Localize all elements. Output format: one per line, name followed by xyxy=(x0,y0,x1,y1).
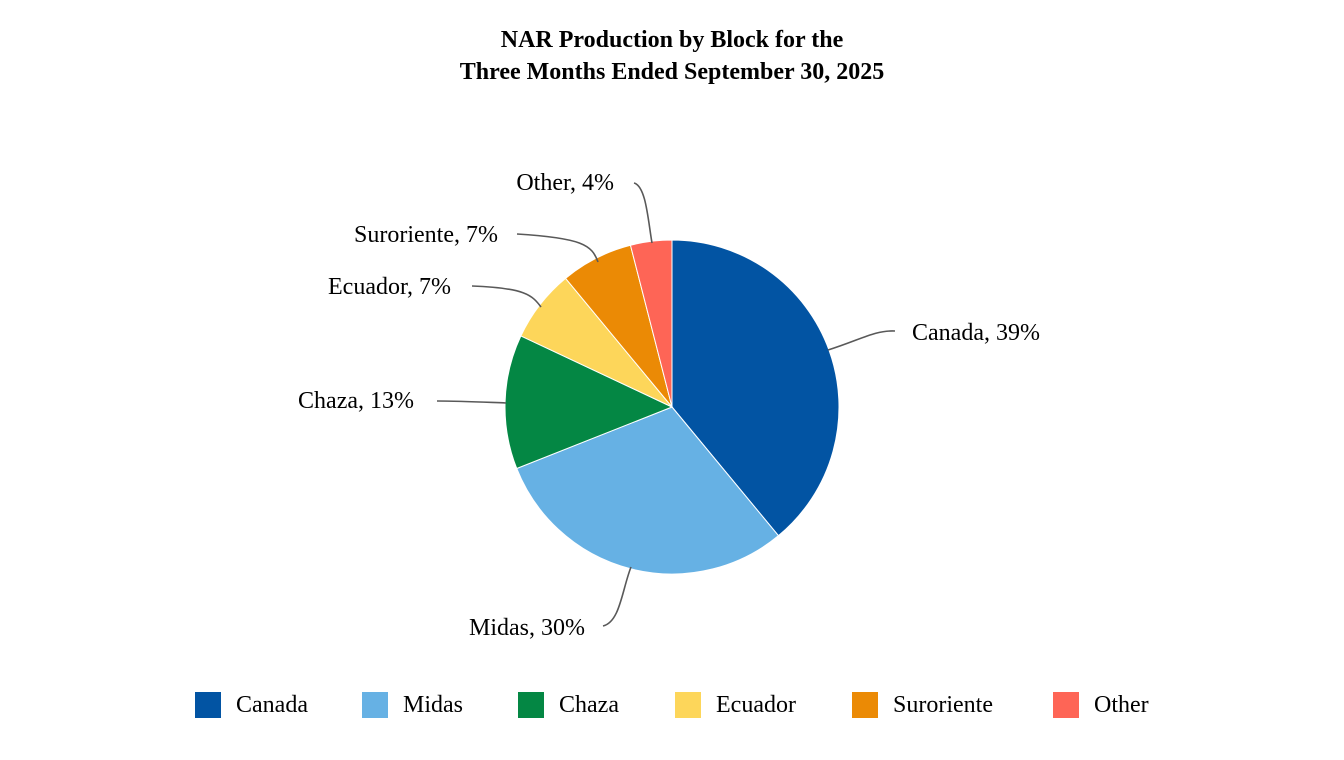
data-label-canada: Canada, 39% xyxy=(912,320,1040,346)
legend-swatch-midas xyxy=(362,692,388,718)
legend-label-canada: Canada xyxy=(236,691,308,718)
legend-label-midas: Midas xyxy=(403,691,463,718)
legend-swatch-ecuador xyxy=(675,692,701,718)
data-label-other: Other, 4% xyxy=(516,170,614,196)
legend-item-chaza: Chaza xyxy=(518,685,619,725)
data-label-ecuador: Ecuador, 7% xyxy=(328,274,451,300)
data-label-chaza: Chaza, 13% xyxy=(298,388,414,414)
legend-swatch-suroriente xyxy=(852,692,878,718)
leader-line-midas xyxy=(602,566,632,627)
legend-label-ecuador: Ecuador xyxy=(716,691,796,718)
legend-label-chaza: Chaza xyxy=(559,691,619,718)
legend: Canada Midas Chaza Ecuador Suroriente Other xyxy=(0,685,1344,725)
legend-swatch-canada xyxy=(195,692,221,718)
chart-title: NAR Production by Block for the Three Mo… xyxy=(0,24,1344,88)
legend-swatch-other xyxy=(1053,692,1079,718)
legend-item-canada: Canada xyxy=(195,685,308,725)
leader-line-canada xyxy=(827,330,896,351)
legend-item-ecuador: Ecuador xyxy=(675,685,796,725)
leader-line-chaza xyxy=(436,400,507,404)
leader-line-ecuador xyxy=(471,285,542,308)
legend-label-suroriente: Suroriente xyxy=(893,691,993,718)
legend-item-other: Other xyxy=(1053,685,1149,725)
chart-title-line-2: Three Months Ended September 30, 2025 xyxy=(459,59,885,85)
leader-line-other xyxy=(633,182,653,244)
legend-item-suroriente: Suroriente xyxy=(852,685,993,725)
legend-label-other: Other xyxy=(1094,691,1149,718)
data-label-midas: Midas, 30% xyxy=(469,615,585,641)
data-label-suroriente: Suroriente, 7% xyxy=(354,222,498,248)
legend-item-midas: Midas xyxy=(362,685,463,725)
legend-swatch-chaza xyxy=(518,692,544,718)
pie-slice-chaza xyxy=(504,335,674,470)
leader-line-suroriente xyxy=(516,233,599,263)
chart-title-line-1: NAR Production by Block for the xyxy=(500,27,844,53)
